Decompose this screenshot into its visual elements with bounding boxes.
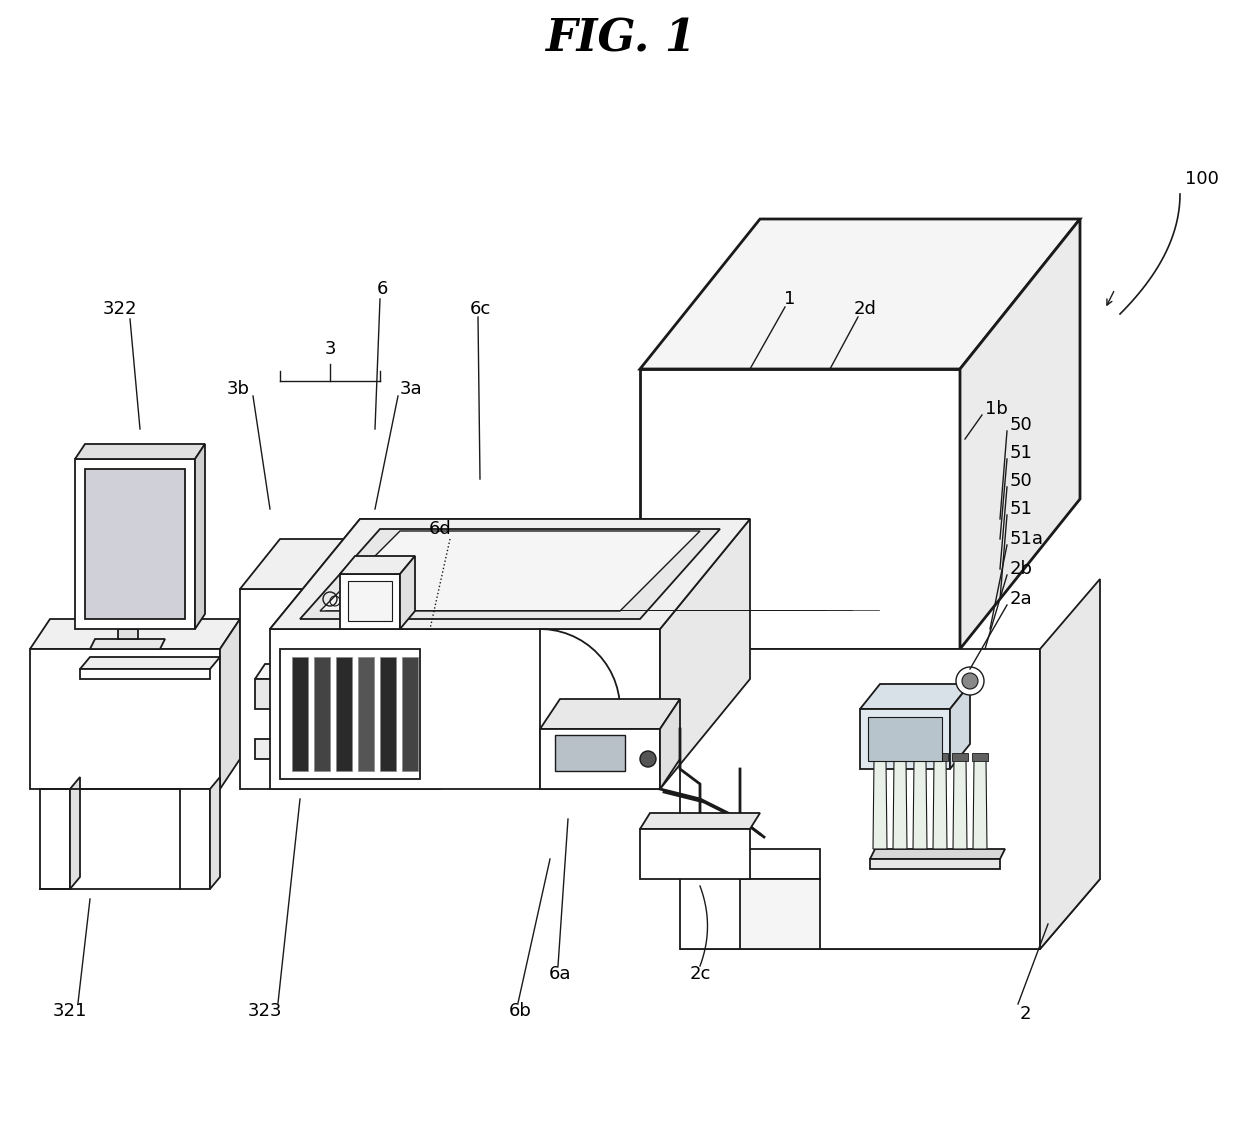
Polygon shape bbox=[972, 753, 988, 761]
Polygon shape bbox=[640, 813, 760, 829]
Polygon shape bbox=[255, 679, 415, 709]
Polygon shape bbox=[960, 219, 1080, 649]
Text: 6: 6 bbox=[376, 280, 388, 298]
Polygon shape bbox=[180, 789, 210, 889]
Polygon shape bbox=[91, 639, 165, 649]
Text: 50: 50 bbox=[1011, 472, 1033, 490]
Polygon shape bbox=[340, 574, 401, 629]
Polygon shape bbox=[640, 369, 960, 649]
Text: 2: 2 bbox=[1021, 1005, 1032, 1023]
Text: 321: 321 bbox=[53, 1003, 87, 1019]
Polygon shape bbox=[314, 657, 330, 771]
Polygon shape bbox=[300, 530, 720, 619]
Polygon shape bbox=[680, 649, 1040, 949]
Polygon shape bbox=[893, 759, 906, 849]
Polygon shape bbox=[932, 753, 949, 761]
Polygon shape bbox=[954, 759, 967, 849]
Polygon shape bbox=[270, 629, 660, 789]
Polygon shape bbox=[402, 657, 418, 771]
Text: 323: 323 bbox=[248, 1003, 283, 1019]
Polygon shape bbox=[40, 789, 69, 889]
Polygon shape bbox=[255, 664, 430, 679]
Polygon shape bbox=[740, 879, 820, 949]
Polygon shape bbox=[973, 759, 987, 849]
Text: 51: 51 bbox=[1011, 444, 1033, 462]
Polygon shape bbox=[74, 460, 195, 629]
Polygon shape bbox=[30, 619, 241, 649]
Polygon shape bbox=[30, 649, 219, 789]
Text: 6a: 6a bbox=[549, 965, 572, 983]
Polygon shape bbox=[379, 657, 396, 771]
Polygon shape bbox=[270, 519, 750, 629]
Text: 3a: 3a bbox=[401, 380, 423, 399]
Circle shape bbox=[962, 673, 978, 689]
Polygon shape bbox=[546, 754, 565, 774]
Text: 1: 1 bbox=[785, 290, 796, 308]
Polygon shape bbox=[195, 444, 205, 629]
Polygon shape bbox=[911, 753, 928, 761]
Text: 322: 322 bbox=[103, 300, 138, 318]
Polygon shape bbox=[952, 753, 968, 761]
Text: FIG. 1: FIG. 1 bbox=[544, 18, 696, 61]
Polygon shape bbox=[870, 859, 999, 869]
Polygon shape bbox=[872, 753, 888, 761]
Text: 6d: 6d bbox=[429, 520, 451, 539]
Polygon shape bbox=[358, 657, 374, 771]
Polygon shape bbox=[873, 759, 887, 849]
Polygon shape bbox=[280, 649, 420, 779]
Polygon shape bbox=[118, 629, 138, 639]
Polygon shape bbox=[861, 684, 970, 709]
Polygon shape bbox=[241, 539, 480, 589]
Text: 3: 3 bbox=[324, 340, 336, 358]
Polygon shape bbox=[291, 657, 308, 771]
Text: 2b: 2b bbox=[1011, 560, 1033, 578]
Polygon shape bbox=[660, 519, 750, 789]
Polygon shape bbox=[401, 555, 415, 629]
Polygon shape bbox=[336, 657, 352, 771]
Polygon shape bbox=[539, 729, 660, 789]
Text: 6b: 6b bbox=[508, 1003, 532, 1019]
Text: 3b: 3b bbox=[227, 380, 250, 399]
Polygon shape bbox=[241, 589, 440, 789]
Polygon shape bbox=[932, 759, 947, 849]
Polygon shape bbox=[86, 469, 185, 619]
Polygon shape bbox=[861, 709, 950, 769]
Text: 51: 51 bbox=[1011, 500, 1033, 518]
Polygon shape bbox=[74, 444, 205, 460]
Polygon shape bbox=[1040, 579, 1100, 949]
Polygon shape bbox=[556, 735, 625, 771]
Text: 6c: 6c bbox=[470, 300, 491, 318]
Polygon shape bbox=[660, 699, 680, 789]
Polygon shape bbox=[348, 581, 392, 621]
Polygon shape bbox=[680, 879, 1100, 949]
Circle shape bbox=[640, 751, 656, 767]
Text: 1b: 1b bbox=[985, 400, 1008, 418]
Polygon shape bbox=[640, 219, 1080, 369]
Text: 51a: 51a bbox=[1011, 530, 1044, 548]
Polygon shape bbox=[913, 759, 928, 849]
Polygon shape bbox=[870, 849, 1004, 859]
Text: 2d: 2d bbox=[853, 300, 877, 318]
Polygon shape bbox=[210, 777, 219, 889]
Polygon shape bbox=[892, 753, 908, 761]
Polygon shape bbox=[270, 519, 750, 629]
Polygon shape bbox=[81, 669, 210, 679]
Polygon shape bbox=[219, 619, 241, 789]
Polygon shape bbox=[81, 657, 219, 669]
Polygon shape bbox=[440, 539, 480, 789]
Text: 2a: 2a bbox=[1011, 590, 1033, 609]
Polygon shape bbox=[320, 531, 701, 611]
Text: 50: 50 bbox=[1011, 415, 1033, 434]
Circle shape bbox=[956, 667, 985, 695]
Polygon shape bbox=[740, 849, 820, 879]
Polygon shape bbox=[340, 555, 415, 574]
Text: 2c: 2c bbox=[689, 965, 711, 983]
Polygon shape bbox=[950, 684, 970, 769]
Polygon shape bbox=[69, 777, 81, 889]
Text: 100: 100 bbox=[1185, 170, 1219, 189]
Polygon shape bbox=[640, 829, 750, 879]
Polygon shape bbox=[255, 739, 379, 759]
Polygon shape bbox=[868, 717, 942, 761]
Polygon shape bbox=[539, 699, 680, 729]
